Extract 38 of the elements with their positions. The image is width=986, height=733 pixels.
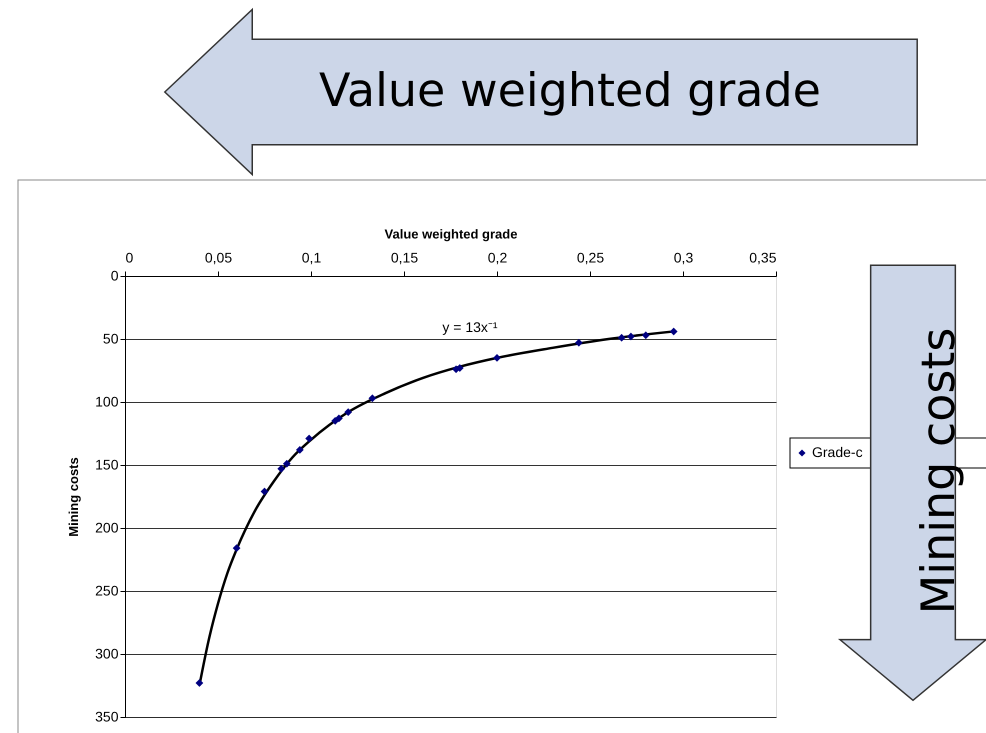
y-axis-title: Mining costs	[66, 457, 82, 537]
point	[335, 414, 343, 422]
point	[618, 334, 626, 342]
y-tick-label: 350	[95, 708, 119, 724]
point	[344, 408, 352, 416]
point	[642, 331, 650, 340]
point	[670, 328, 678, 336]
point	[627, 332, 635, 340]
text: Value weighted grade	[319, 63, 821, 117]
x-tick-label: 0	[126, 250, 134, 266]
point	[260, 488, 268, 496]
point	[277, 464, 286, 473]
y-tick-label: 300	[95, 646, 119, 662]
point	[574, 338, 583, 347]
point	[493, 354, 501, 362]
x-tick-label: 0,35	[749, 250, 777, 266]
x-axis-title: Value weighted grade	[384, 226, 518, 242]
y-tick-label: 250	[95, 582, 119, 598]
x-tick-label: 0,15	[390, 250, 418, 266]
point	[282, 460, 291, 468]
y-tick-label: 200	[95, 520, 119, 536]
x-tick-label: 0,1	[302, 250, 322, 266]
x-tick-label: 0,2	[488, 250, 508, 266]
annotation: y = 13x⁻¹	[442, 319, 498, 335]
legend-label: Grade-c	[812, 444, 863, 460]
point	[232, 544, 240, 552]
point	[305, 434, 314, 442]
point	[368, 394, 376, 402]
point	[196, 679, 204, 687]
y-tick-label: 150	[95, 456, 119, 472]
x-tick-label: 0,25	[576, 250, 604, 266]
y-tick-label: 50	[102, 330, 119, 346]
text: Mining costs	[911, 328, 965, 614]
x-tick-label: 0,3	[674, 250, 694, 266]
y-tick-label: 100	[95, 394, 119, 410]
x-tick-label: 0,05	[204, 250, 232, 266]
point	[296, 446, 304, 454]
y-tick-label: 0	[110, 268, 119, 284]
